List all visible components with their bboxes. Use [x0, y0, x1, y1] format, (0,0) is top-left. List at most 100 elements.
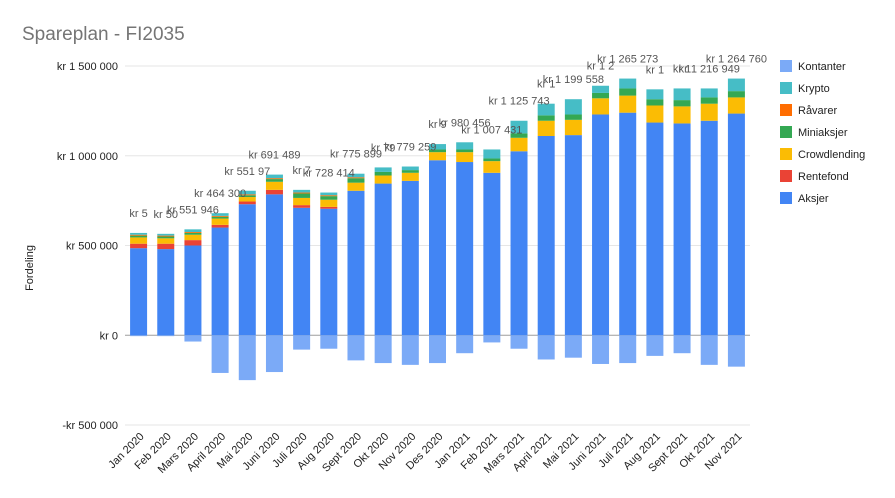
bar-crowdlending	[727, 97, 745, 114]
data-label: kr 779 259	[384, 142, 436, 154]
bar-krypto	[130, 232, 148, 235]
bar-aksjer	[211, 227, 229, 336]
bar-aksjer	[184, 245, 202, 336]
bar-aksjer	[483, 172, 501, 336]
bar-miniaksjer	[401, 170, 419, 173]
data-label: kr 728 414	[303, 168, 355, 180]
data-label: kr 551 97	[224, 166, 270, 178]
legend-label-kontanter: Kontanter	[798, 61, 846, 73]
bar-kontanter	[483, 335, 501, 343]
legend-swatch-krypto	[780, 82, 792, 94]
bar-miniaksjer	[537, 115, 555, 121]
bars	[130, 78, 745, 381]
data-label: kr 464 300	[194, 188, 246, 200]
bar-ravarer	[211, 215, 229, 217]
bar-krypto	[646, 89, 664, 100]
data-label: kr 1 216 949	[679, 63, 740, 75]
legend-swatch-crowdlending	[780, 148, 792, 160]
bar-miniaksjer	[157, 236, 175, 239]
bar-crowdlending	[293, 197, 311, 206]
bar-crowdlending	[211, 218, 229, 225]
bar-krypto	[265, 174, 283, 179]
bar-aksjer	[347, 190, 365, 336]
bar-miniaksjer	[727, 91, 745, 98]
bar-kontanter	[320, 335, 338, 349]
bar-krypto	[347, 173, 365, 178]
bar-miniaksjer	[673, 100, 691, 107]
bar-krypto	[483, 149, 501, 159]
bar-crowdlending	[374, 175, 392, 184]
bar-ravarer	[157, 235, 175, 237]
legend-label-krypto: Krypto	[798, 83, 830, 95]
bar-miniaksjer	[619, 88, 637, 96]
bar-ravarer	[347, 177, 365, 179]
bar-miniaksjer	[700, 97, 718, 104]
bar-krypto	[293, 189, 311, 193]
bar-ravarer	[293, 192, 311, 194]
bar-kontanter	[211, 335, 229, 373]
bar-rentefond	[130, 243, 148, 249]
bar-crowdlending	[265, 181, 283, 190]
bar-aksjer	[592, 114, 610, 336]
legend-swatch-miniaksjer	[780, 126, 792, 138]
y-axis: -kr 500 000 kr 0 kr 500 000 kr 1 000 000 kr …	[57, 61, 118, 432]
bar-kontanter	[619, 335, 637, 364]
bar-krypto	[211, 213, 229, 216]
bar-krypto	[510, 120, 528, 134]
bar-miniaksjer	[265, 179, 283, 182]
bar-kontanter	[130, 335, 148, 337]
y-tick-label: kr 500 000	[66, 241, 118, 253]
bar-krypto	[564, 99, 582, 115]
bar-crowdlending	[238, 197, 256, 202]
data-label: kr 50	[154, 209, 178, 221]
bar-miniaksjer	[646, 99, 664, 106]
bar-crowdlending	[320, 199, 338, 207]
y-axis-label: Fordeling	[24, 245, 36, 291]
bar-aksjer	[673, 123, 691, 336]
bar-rentefond	[184, 240, 202, 246]
data-label: kr 5	[129, 208, 147, 220]
legend-label-ravarer: Råvarer	[798, 105, 837, 117]
bar-rentefond	[320, 206, 338, 209]
bar-crowdlending	[510, 137, 528, 152]
bar-aksjer	[510, 151, 528, 336]
bar-miniaksjer	[347, 178, 365, 183]
legend-swatch-kontanter	[780, 60, 792, 72]
legend-swatch-aksjer	[780, 192, 792, 204]
bar-miniaksjer	[374, 171, 392, 176]
bar-krypto	[673, 88, 691, 101]
bar-aksjer	[320, 208, 338, 336]
bar-krypto	[374, 167, 392, 172]
data-label: kr 1 265 273	[597, 54, 658, 66]
bar-crowdlending	[537, 120, 555, 137]
data-label: kr 1 264 760	[706, 54, 767, 66]
bar-crowdlending	[700, 103, 718, 121]
bar-kontanter	[727, 335, 745, 367]
bar-rentefond	[211, 224, 229, 228]
bar-krypto	[429, 144, 446, 150]
bar-miniaksjer	[130, 235, 148, 238]
bar-ravarer	[184, 232, 202, 233]
bar-krypto	[238, 190, 256, 195]
bar-aksjer	[401, 180, 419, 336]
bar-aksjer	[265, 194, 283, 336]
bar-miniaksjer	[184, 232, 202, 235]
legend-label-crowdlending: Crowdlending	[798, 149, 865, 161]
data-label: kr 775 899	[330, 149, 382, 161]
data-label: kr 691 489	[248, 150, 300, 162]
bar-kontanter	[564, 335, 582, 358]
bar-rentefond	[265, 189, 283, 195]
data-label: kr 1	[537, 79, 555, 91]
bar-crowdlending	[483, 161, 501, 173]
bar-kontanter	[293, 335, 311, 350]
bar-kontanter	[456, 335, 474, 354]
y-tick-label: -kr 500 000	[62, 420, 118, 432]
bar-crowdlending	[429, 152, 446, 161]
data-label: kr 980 456	[439, 117, 491, 129]
y-tick-label: kr 1 000 000	[57, 151, 118, 163]
bar-crowdlending	[347, 182, 365, 191]
bar-krypto	[401, 166, 419, 171]
legend-label-rentefond: Rentefond	[798, 171, 849, 183]
